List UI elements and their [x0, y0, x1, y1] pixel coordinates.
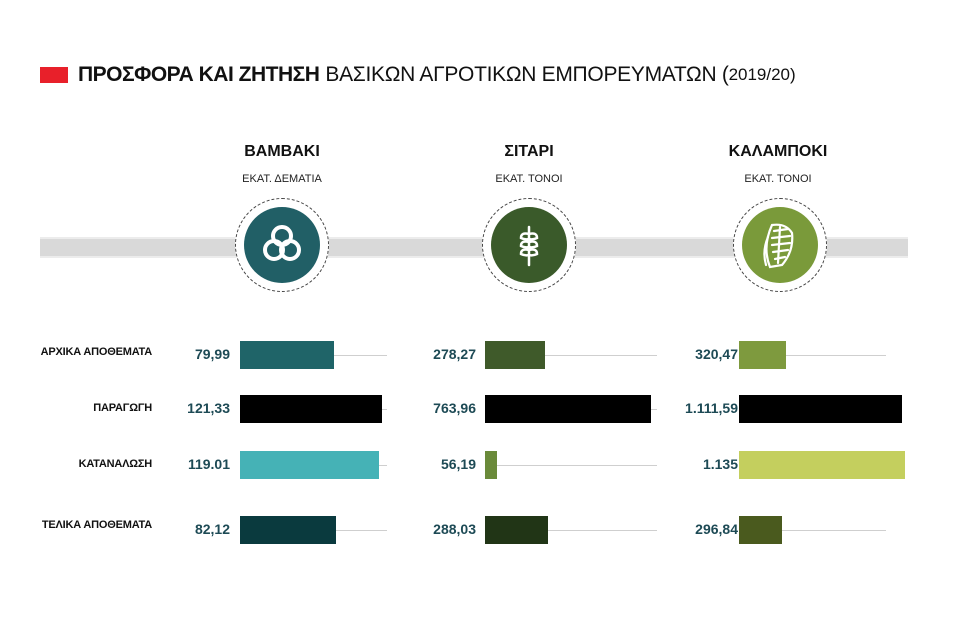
- bar-track: [739, 355, 886, 356]
- wheat-icon-badge: [482, 198, 576, 292]
- bar: [240, 451, 379, 479]
- column-name: ΚΑΛΑΜΠΟΚΙ: [728, 143, 828, 160]
- bar-value-label: 56,19: [440, 456, 476, 472]
- bar-track: [485, 465, 657, 466]
- cotton-icon: [263, 225, 301, 261]
- bar-value-label: 1.111,59: [685, 400, 738, 416]
- cotton-icon-badge: [235, 198, 329, 292]
- column-header-wheat: ΣΙΤΑΡΙ ΕΚΑΤ. ΤΟΝΟΙ: [429, 143, 629, 185]
- title-marker: [40, 67, 68, 83]
- corn-icon-badge: [733, 198, 827, 292]
- column-unit: ΕΚΑΤ. ΤΟΝΟΙ: [495, 173, 563, 185]
- bar-value-label: 82,12: [194, 521, 230, 537]
- bar: [739, 516, 782, 544]
- title-row: ΠΡΟΣΦΟΡΑ ΚΑΙ ΖΗΤΗΣΗ ΒΑΣΙΚΩΝ ΑΓΡΟΤΙΚΩΝ ΕΜ…: [40, 60, 796, 90]
- column-name: ΣΙΤΑΡΙ: [504, 143, 554, 160]
- bar-value-label: 296,84: [695, 521, 738, 537]
- bar-track: [739, 530, 886, 531]
- bar: [240, 516, 336, 544]
- corn-icon: [763, 223, 794, 269]
- row-label: ΠΑΡΑΓΩΓΗ: [93, 402, 152, 414]
- bar: [485, 341, 545, 369]
- bar-value-label: 119.01: [187, 456, 230, 472]
- bar-value-label: 79,99: [194, 346, 230, 362]
- title-bold: ΠΡΟΣΦΟΡΑ ΚΑΙ ΖΗΤΗΣΗ: [78, 63, 320, 86]
- wheat-icon: [519, 225, 539, 267]
- bar: [240, 341, 334, 369]
- bar: [739, 395, 902, 423]
- column-header-corn: ΚΑΛΑΜΠΟΚΙ ΕΚΑΤ. ΤΟΝΟΙ: [678, 143, 878, 185]
- bar-value-label: 320,47: [695, 346, 738, 362]
- column-unit: ΕΚΑΤ. ΔΕΜΑΤΙΑ: [242, 173, 322, 185]
- title-years: 2019/20): [728, 65, 796, 84]
- column-unit: ΕΚΑΤ. ΤΟΝΟΙ: [744, 173, 812, 185]
- row-label: ΚΑΤΑΝΑΛΩΣΗ: [78, 458, 153, 470]
- row-label: ΑΡΧΙΚΑ ΑΠΟΘΕΜΑΤΑ: [40, 346, 153, 358]
- bar-value-label: 278,27: [433, 346, 476, 362]
- bar-value-label: 763,96: [433, 400, 476, 416]
- bar-value-label: 1.135: [702, 456, 738, 472]
- bar-value-label: 288,03: [433, 521, 476, 537]
- title-rest: ΒΑΣΙΚΩΝ ΑΓΡΟΤΙΚΩΝ ΕΜΠΟΡΕΥΜΑΤΩΝ (: [325, 63, 729, 86]
- bar: [485, 451, 497, 479]
- bar: [739, 341, 786, 369]
- column-name: ΒΑΜΒΑΚΙ: [244, 143, 320, 160]
- bar-track: [485, 530, 657, 531]
- bar: [485, 516, 548, 544]
- bar: [240, 395, 382, 423]
- row-label: ΤΕΛΙΚΑ ΑΠΟΘΕΜΑΤΑ: [41, 519, 152, 531]
- bar-track: [485, 355, 657, 356]
- bar: [485, 395, 651, 423]
- column-header-cotton: ΒΑΜΒΑΚΙ ΕΚΑΤ. ΔΕΜΑΤΙΑ: [182, 143, 382, 185]
- bar-value-label: 121,33: [187, 400, 230, 416]
- bar: [739, 451, 905, 479]
